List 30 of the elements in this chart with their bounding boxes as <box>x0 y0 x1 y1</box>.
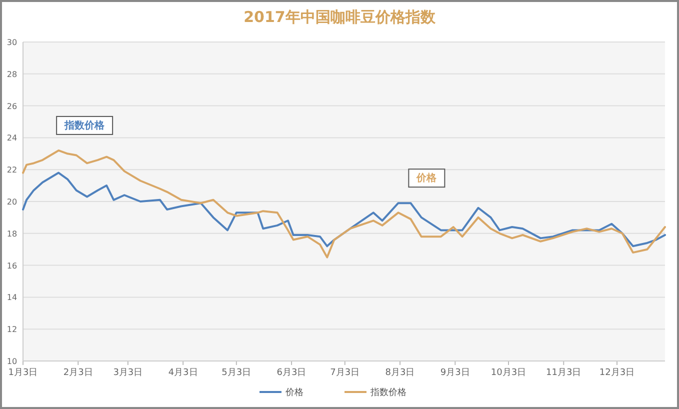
legend-label: 价格 <box>284 387 304 398</box>
x-tick-label: 3月3日 <box>113 368 143 378</box>
x-tick-label: 10月3日 <box>490 368 526 378</box>
annotation: 价格 <box>416 172 438 184</box>
line-series <box>22 149 666 258</box>
x-tick-label: 5月3日 <box>222 368 252 378</box>
x-tick-label: 2月3日 <box>63 368 93 378</box>
x-tick-label: 12月3日 <box>599 368 635 378</box>
line-series <box>22 172 666 248</box>
y-tick-label: 24 <box>6 134 18 143</box>
x-tick-label: 11月3日 <box>546 368 582 378</box>
y-tick-label: 10 <box>6 357 18 366</box>
x-tick-label: 1月3日 <box>8 368 38 378</box>
y-tick-label: 12 <box>6 325 18 334</box>
y-tick-label: 20 <box>6 198 18 206</box>
y-tick-label: 14 <box>6 293 18 302</box>
annotation: 指数价格 <box>64 119 106 132</box>
y-tick-label: 26 <box>6 102 18 111</box>
y-tick-label: 18 <box>6 229 18 238</box>
y-tick-label: 28 <box>6 70 18 79</box>
legend-label: 指数价格 <box>370 387 406 398</box>
x-tick-label: 8月3日 <box>385 368 415 378</box>
x-tick-label: 4月3日 <box>168 368 198 378</box>
x-tick-label: 6月3日 <box>276 368 306 378</box>
y-tick-label: 30 <box>6 38 18 47</box>
chart-title: 2017年中国咖啡豆价格指数 <box>244 8 436 26</box>
x-tick-label: 9月3日 <box>440 368 470 378</box>
y-tick-label: 16 <box>6 261 18 270</box>
x-tick-label: 7月3日 <box>330 368 360 378</box>
y-tick-label: 22 <box>6 166 18 175</box>
